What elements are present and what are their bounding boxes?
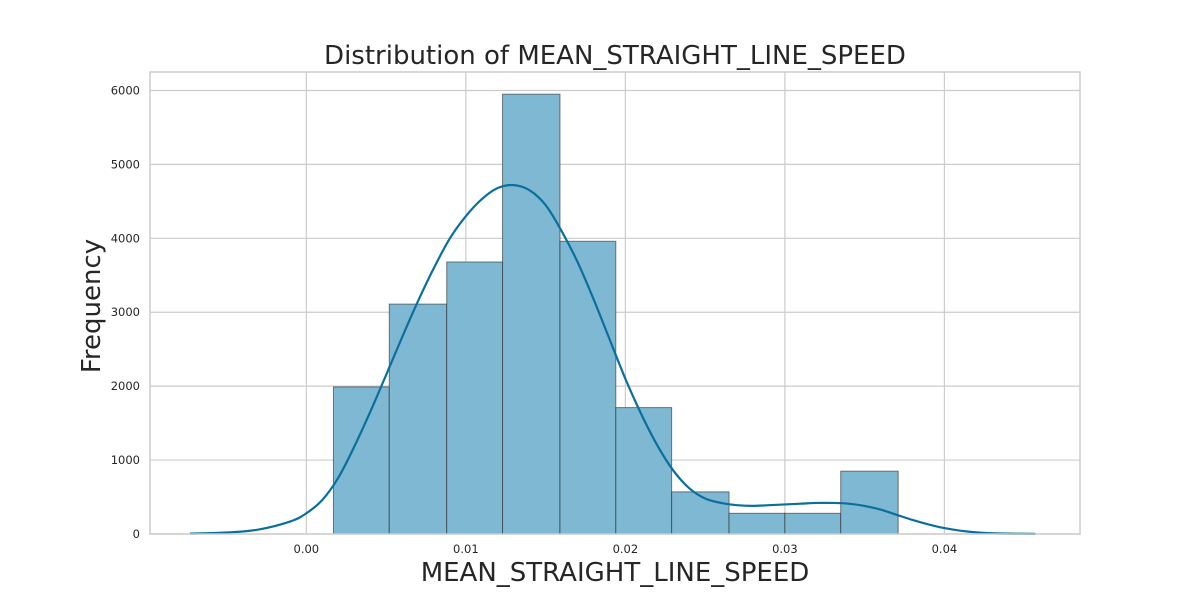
histogram-bar	[671, 491, 730, 535]
x-tick-label: 0.03	[772, 542, 798, 556]
histogram-bar	[502, 93, 561, 535]
x-tick-label: 0.01	[453, 542, 479, 556]
histogram-bars	[332, 93, 899, 535]
x-axis-ticks: 0.00 0.01 0.02 0.03 0.04	[294, 542, 958, 556]
histogram-bar	[615, 407, 673, 535]
histogram-bar	[784, 512, 842, 535]
y-tick-label: 0	[133, 527, 140, 541]
histogram-bar	[388, 303, 448, 535]
kde-curve	[189, 183, 1036, 535]
y-tick-label: 4000	[111, 231, 140, 245]
y-tick-label: 1000	[111, 453, 140, 467]
x-tick-label: 0.00	[294, 542, 320, 556]
x-tick-label: 0.02	[613, 542, 639, 556]
histogram-bar	[446, 261, 504, 535]
chart-title: Distribution of MEAN_STRAIGHT_LINE_SPEED	[324, 41, 906, 71]
y-tick-label: 6000	[111, 83, 140, 97]
y-axis-ticks: 0 1000 2000 3000 4000 5000 6000	[111, 83, 140, 541]
histogram-bar	[332, 386, 390, 535]
histogram-bar	[559, 240, 617, 535]
histogram-bar	[840, 470, 899, 535]
y-tick-label: 5000	[111, 157, 140, 171]
y-tick-label: 3000	[111, 305, 140, 319]
x-axis-label: MEAN_STRAIGHT_LINE_SPEED	[421, 558, 810, 588]
histogram-bar	[728, 512, 786, 535]
plot-frame	[149, 71, 1081, 535]
x-tick-label: 0.04	[932, 542, 958, 556]
y-tick-label: 2000	[111, 379, 140, 393]
y-axis-label: Frequency	[77, 239, 107, 373]
